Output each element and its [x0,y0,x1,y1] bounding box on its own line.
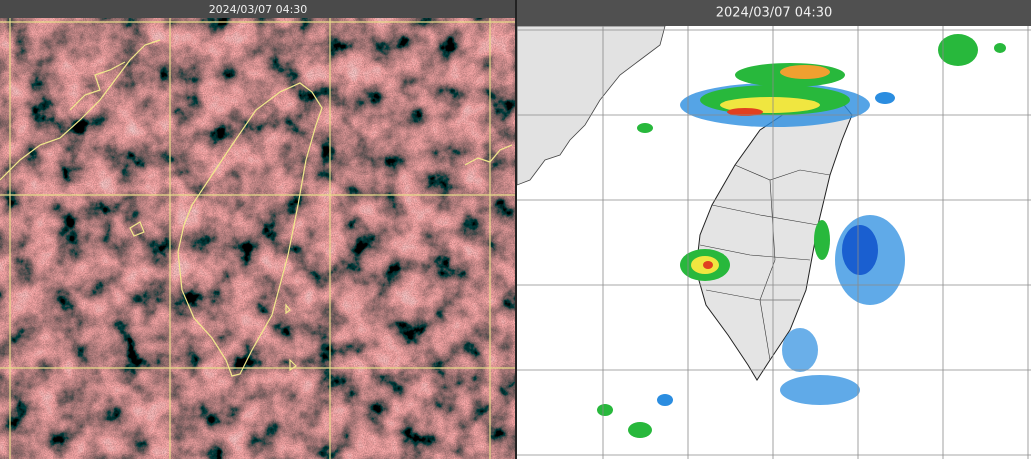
timestamp: 2024/03/07 04:30 [209,3,308,16]
timestamp: 2024/03/07 04:30 [716,6,833,21]
county-borders [699,164,831,361]
satellite-panel: 2024/03/07 04:30 [0,0,515,459]
mainland-coast [517,26,666,186]
radar-echoes [597,34,1006,438]
satellite-image [0,18,515,459]
radar-image [517,26,1031,459]
coastlines [0,39,513,377]
cloud-speckle [0,18,515,459]
header-bar [0,0,515,18]
radar-panel: 2024/03/07 04:30 [517,0,1031,459]
lat-lon-grid [0,18,515,459]
header-bar [517,0,1031,26]
divider [515,0,517,459]
lat-lon-grid [517,26,1031,459]
